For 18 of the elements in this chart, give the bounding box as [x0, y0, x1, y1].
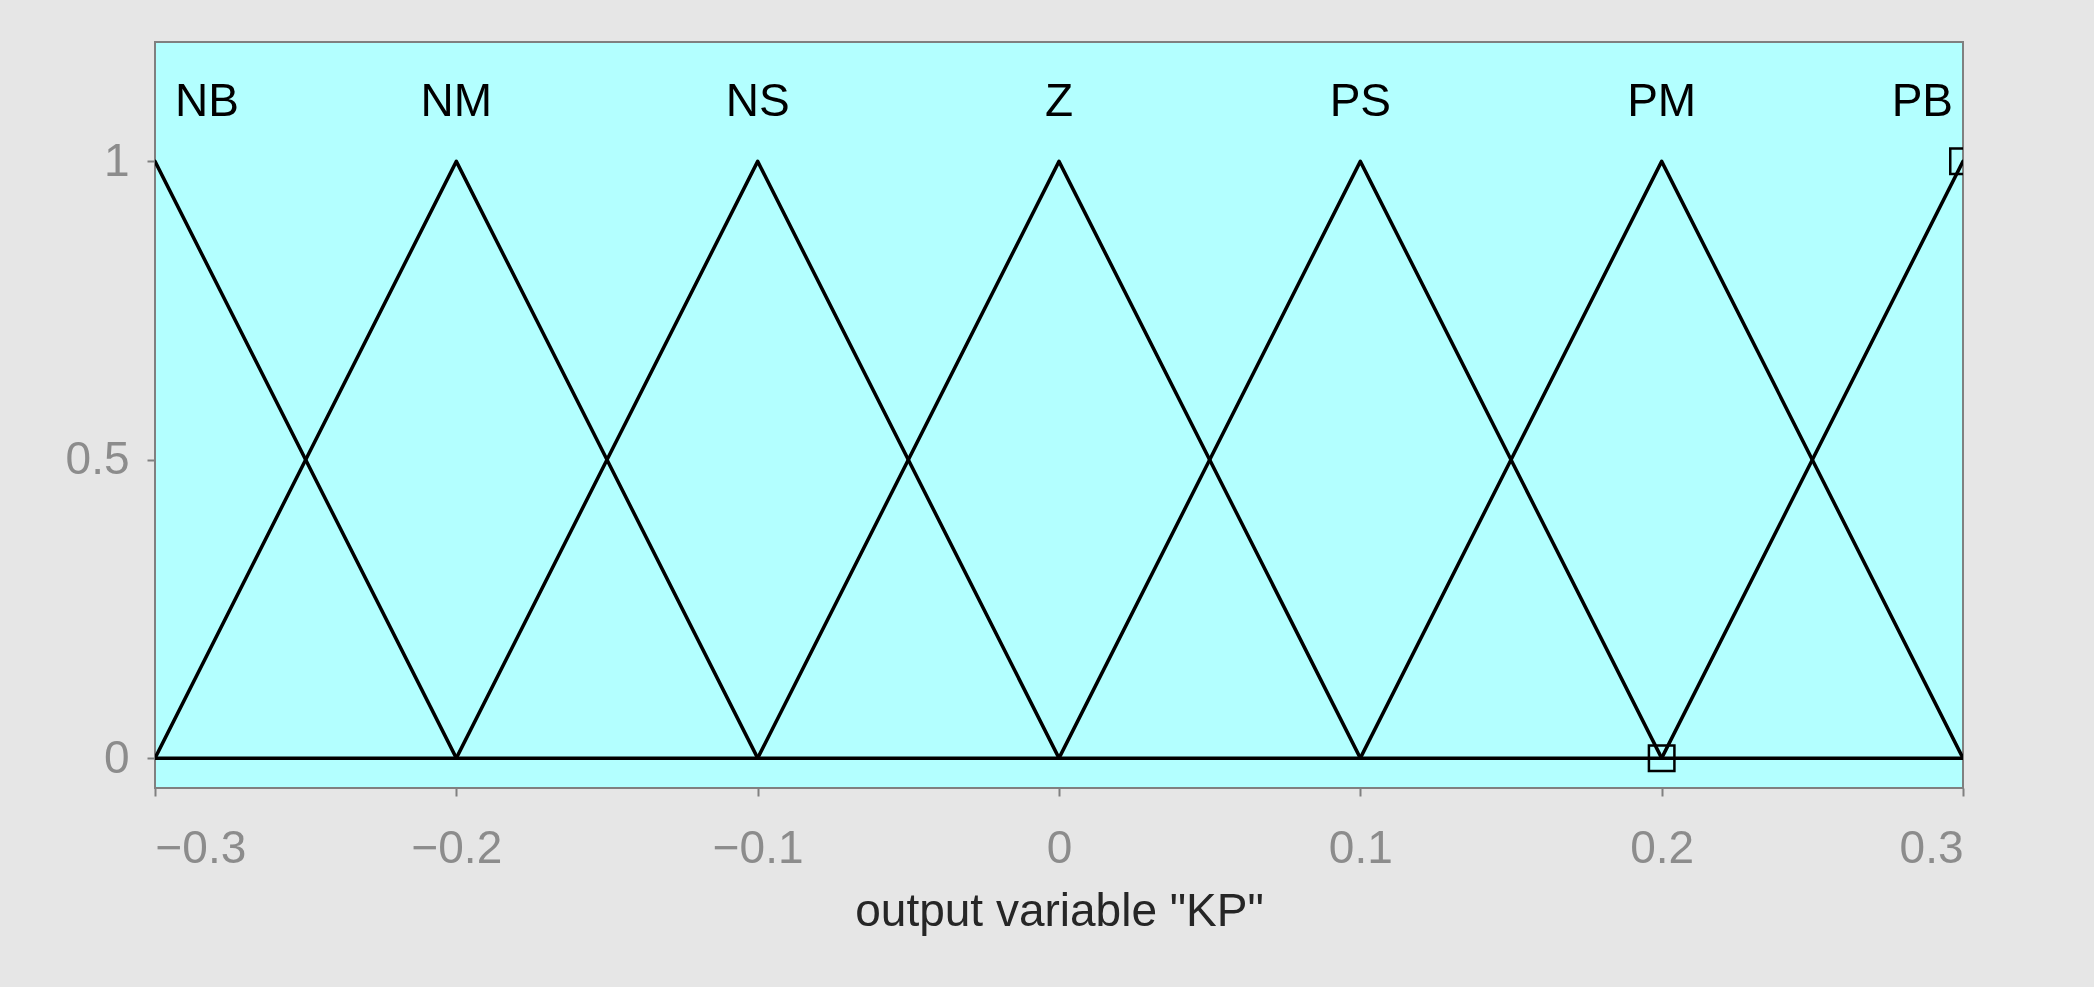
- y-tick-label: 1: [103, 133, 130, 186]
- y-tick-label: 0: [103, 730, 130, 783]
- x-tick-label: −0.2: [411, 820, 503, 873]
- series-label: PM: [1627, 73, 1697, 126]
- series-label: NS: [725, 73, 790, 126]
- y-tick-label: 0.5: [65, 432, 130, 485]
- x-tick-label: 0.1: [1328, 820, 1393, 873]
- x-tick-label: −0.3: [155, 820, 247, 873]
- x-tick-label: 0.2: [1630, 820, 1695, 873]
- x-tick-label: 0.3: [1899, 820, 1964, 873]
- series-label: PS: [1329, 73, 1392, 126]
- series-label: NM: [420, 73, 493, 126]
- x-axis-title: output variable "KP": [855, 883, 1264, 936]
- series-label: Z: [1044, 73, 1074, 126]
- x-tick-label: −0.1: [712, 820, 804, 873]
- series-label: PB: [1891, 73, 1953, 126]
- x-tick-label: 0: [1046, 820, 1073, 873]
- series-label: NB: [175, 73, 239, 126]
